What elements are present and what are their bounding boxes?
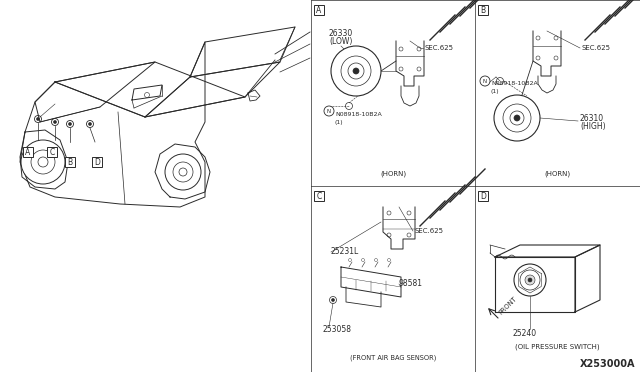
Circle shape (35, 115, 42, 122)
Circle shape (51, 119, 58, 125)
Text: SEC.625: SEC.625 (582, 45, 611, 51)
Bar (314, 191, 324, 201)
Circle shape (528, 278, 532, 282)
Text: D: D (480, 192, 486, 201)
Circle shape (353, 68, 359, 74)
Text: N: N (327, 109, 331, 113)
Text: N08918-10B2A: N08918-10B2A (335, 112, 381, 116)
Circle shape (21, 140, 65, 184)
Circle shape (536, 36, 540, 40)
Bar (478, 191, 488, 201)
Circle shape (387, 259, 390, 262)
Circle shape (36, 118, 40, 121)
Circle shape (514, 115, 520, 121)
Circle shape (362, 259, 365, 262)
Bar (478, 5, 488, 15)
Text: N08918-10B2A: N08918-10B2A (491, 80, 538, 86)
Circle shape (520, 270, 540, 290)
Bar (65, 157, 75, 167)
Text: 25231L: 25231L (331, 247, 359, 257)
Circle shape (68, 122, 72, 125)
Text: C: C (316, 192, 322, 201)
Text: (OIL PRESSURE SWITCH): (OIL PRESSURE SWITCH) (515, 344, 600, 350)
Circle shape (86, 121, 93, 128)
Circle shape (387, 233, 391, 237)
Circle shape (514, 264, 546, 296)
Text: X253000A: X253000A (579, 359, 635, 369)
Bar (23, 147, 33, 157)
Text: B: B (481, 6, 486, 15)
Text: C: C (49, 148, 54, 157)
Circle shape (88, 122, 92, 125)
Circle shape (399, 67, 403, 71)
Circle shape (417, 67, 421, 71)
Circle shape (179, 168, 187, 176)
Text: (FRONT AIR BAG SENSOR): (FRONT AIR BAG SENSOR) (350, 355, 436, 361)
Circle shape (497, 77, 504, 84)
Circle shape (330, 296, 337, 304)
Circle shape (480, 76, 490, 86)
Circle shape (417, 47, 421, 51)
Bar (314, 5, 324, 15)
Text: (HORN): (HORN) (380, 171, 406, 177)
Text: 253058: 253058 (323, 326, 352, 334)
Text: B: B (67, 157, 72, 167)
Circle shape (348, 63, 364, 79)
Circle shape (54, 121, 56, 124)
Circle shape (38, 157, 48, 167)
Circle shape (510, 111, 524, 125)
Text: 25240: 25240 (513, 330, 537, 339)
Circle shape (31, 150, 55, 174)
Circle shape (407, 211, 411, 215)
Circle shape (341, 56, 371, 86)
Bar (92, 157, 102, 167)
Text: 26330: 26330 (329, 29, 353, 38)
Circle shape (536, 56, 540, 60)
Circle shape (324, 106, 334, 116)
Circle shape (173, 162, 193, 182)
Text: (LOW): (LOW) (329, 37, 353, 46)
Text: FRONT: FRONT (498, 296, 518, 316)
Text: N: N (483, 78, 487, 83)
Circle shape (399, 47, 403, 51)
Circle shape (554, 56, 558, 60)
Circle shape (331, 46, 381, 96)
Text: (1): (1) (491, 89, 500, 93)
Circle shape (165, 154, 201, 190)
Text: SEC.625: SEC.625 (425, 45, 454, 51)
Circle shape (503, 104, 531, 132)
Text: 98581: 98581 (399, 279, 423, 289)
Text: 26310: 26310 (580, 113, 604, 122)
Circle shape (145, 93, 150, 97)
Circle shape (554, 36, 558, 40)
Circle shape (349, 259, 351, 262)
Bar (47, 147, 57, 157)
Text: A: A (26, 148, 31, 157)
Circle shape (332, 298, 335, 301)
Circle shape (525, 275, 535, 285)
Text: (HORN): (HORN) (545, 171, 571, 177)
Text: (HIGH): (HIGH) (580, 122, 605, 131)
Text: SEC.625: SEC.625 (415, 228, 444, 234)
Circle shape (494, 95, 540, 141)
Circle shape (346, 103, 353, 109)
Text: A: A (316, 6, 322, 15)
Text: D: D (94, 157, 100, 167)
Circle shape (67, 121, 74, 128)
Circle shape (374, 259, 378, 262)
Circle shape (407, 233, 411, 237)
Text: (1): (1) (335, 119, 344, 125)
Circle shape (387, 211, 391, 215)
